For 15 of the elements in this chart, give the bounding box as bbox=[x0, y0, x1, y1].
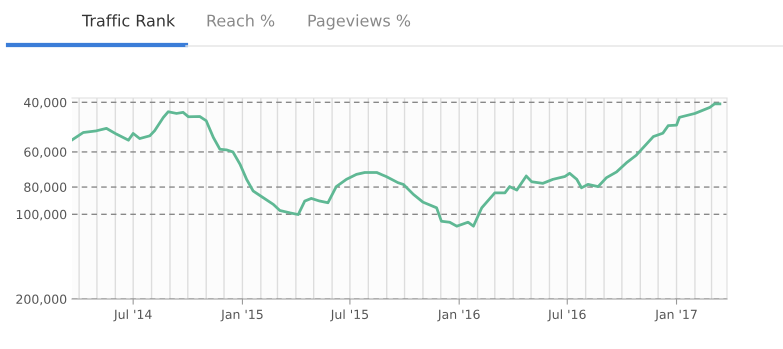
y-tick-label: 100,000 bbox=[16, 210, 66, 221]
x-tick-label: Jan '15 bbox=[220, 310, 263, 322]
y-tick-label: 40,000 bbox=[24, 98, 66, 109]
x-tick-label: Jul '14 bbox=[113, 309, 152, 322]
y-tick-label: 60,000 bbox=[24, 147, 66, 158]
y-tick-label: 200,000 bbox=[16, 294, 66, 306]
x-tick-label: Jul '16 bbox=[547, 309, 586, 322]
text: Pageviews % bbox=[308, 14, 410, 30]
text: Reach % bbox=[208, 14, 274, 27]
y-tick-label: 80,000 bbox=[24, 182, 66, 194]
x-tick-label: Jan '17 bbox=[654, 310, 697, 322]
x-tick-label: Jul '15 bbox=[330, 309, 368, 322]
line-series bbox=[72, 102, 722, 228]
chart-title: Traffic Rank bbox=[82, 14, 176, 27]
x-tick-label: Jan '16 bbox=[437, 310, 480, 322]
